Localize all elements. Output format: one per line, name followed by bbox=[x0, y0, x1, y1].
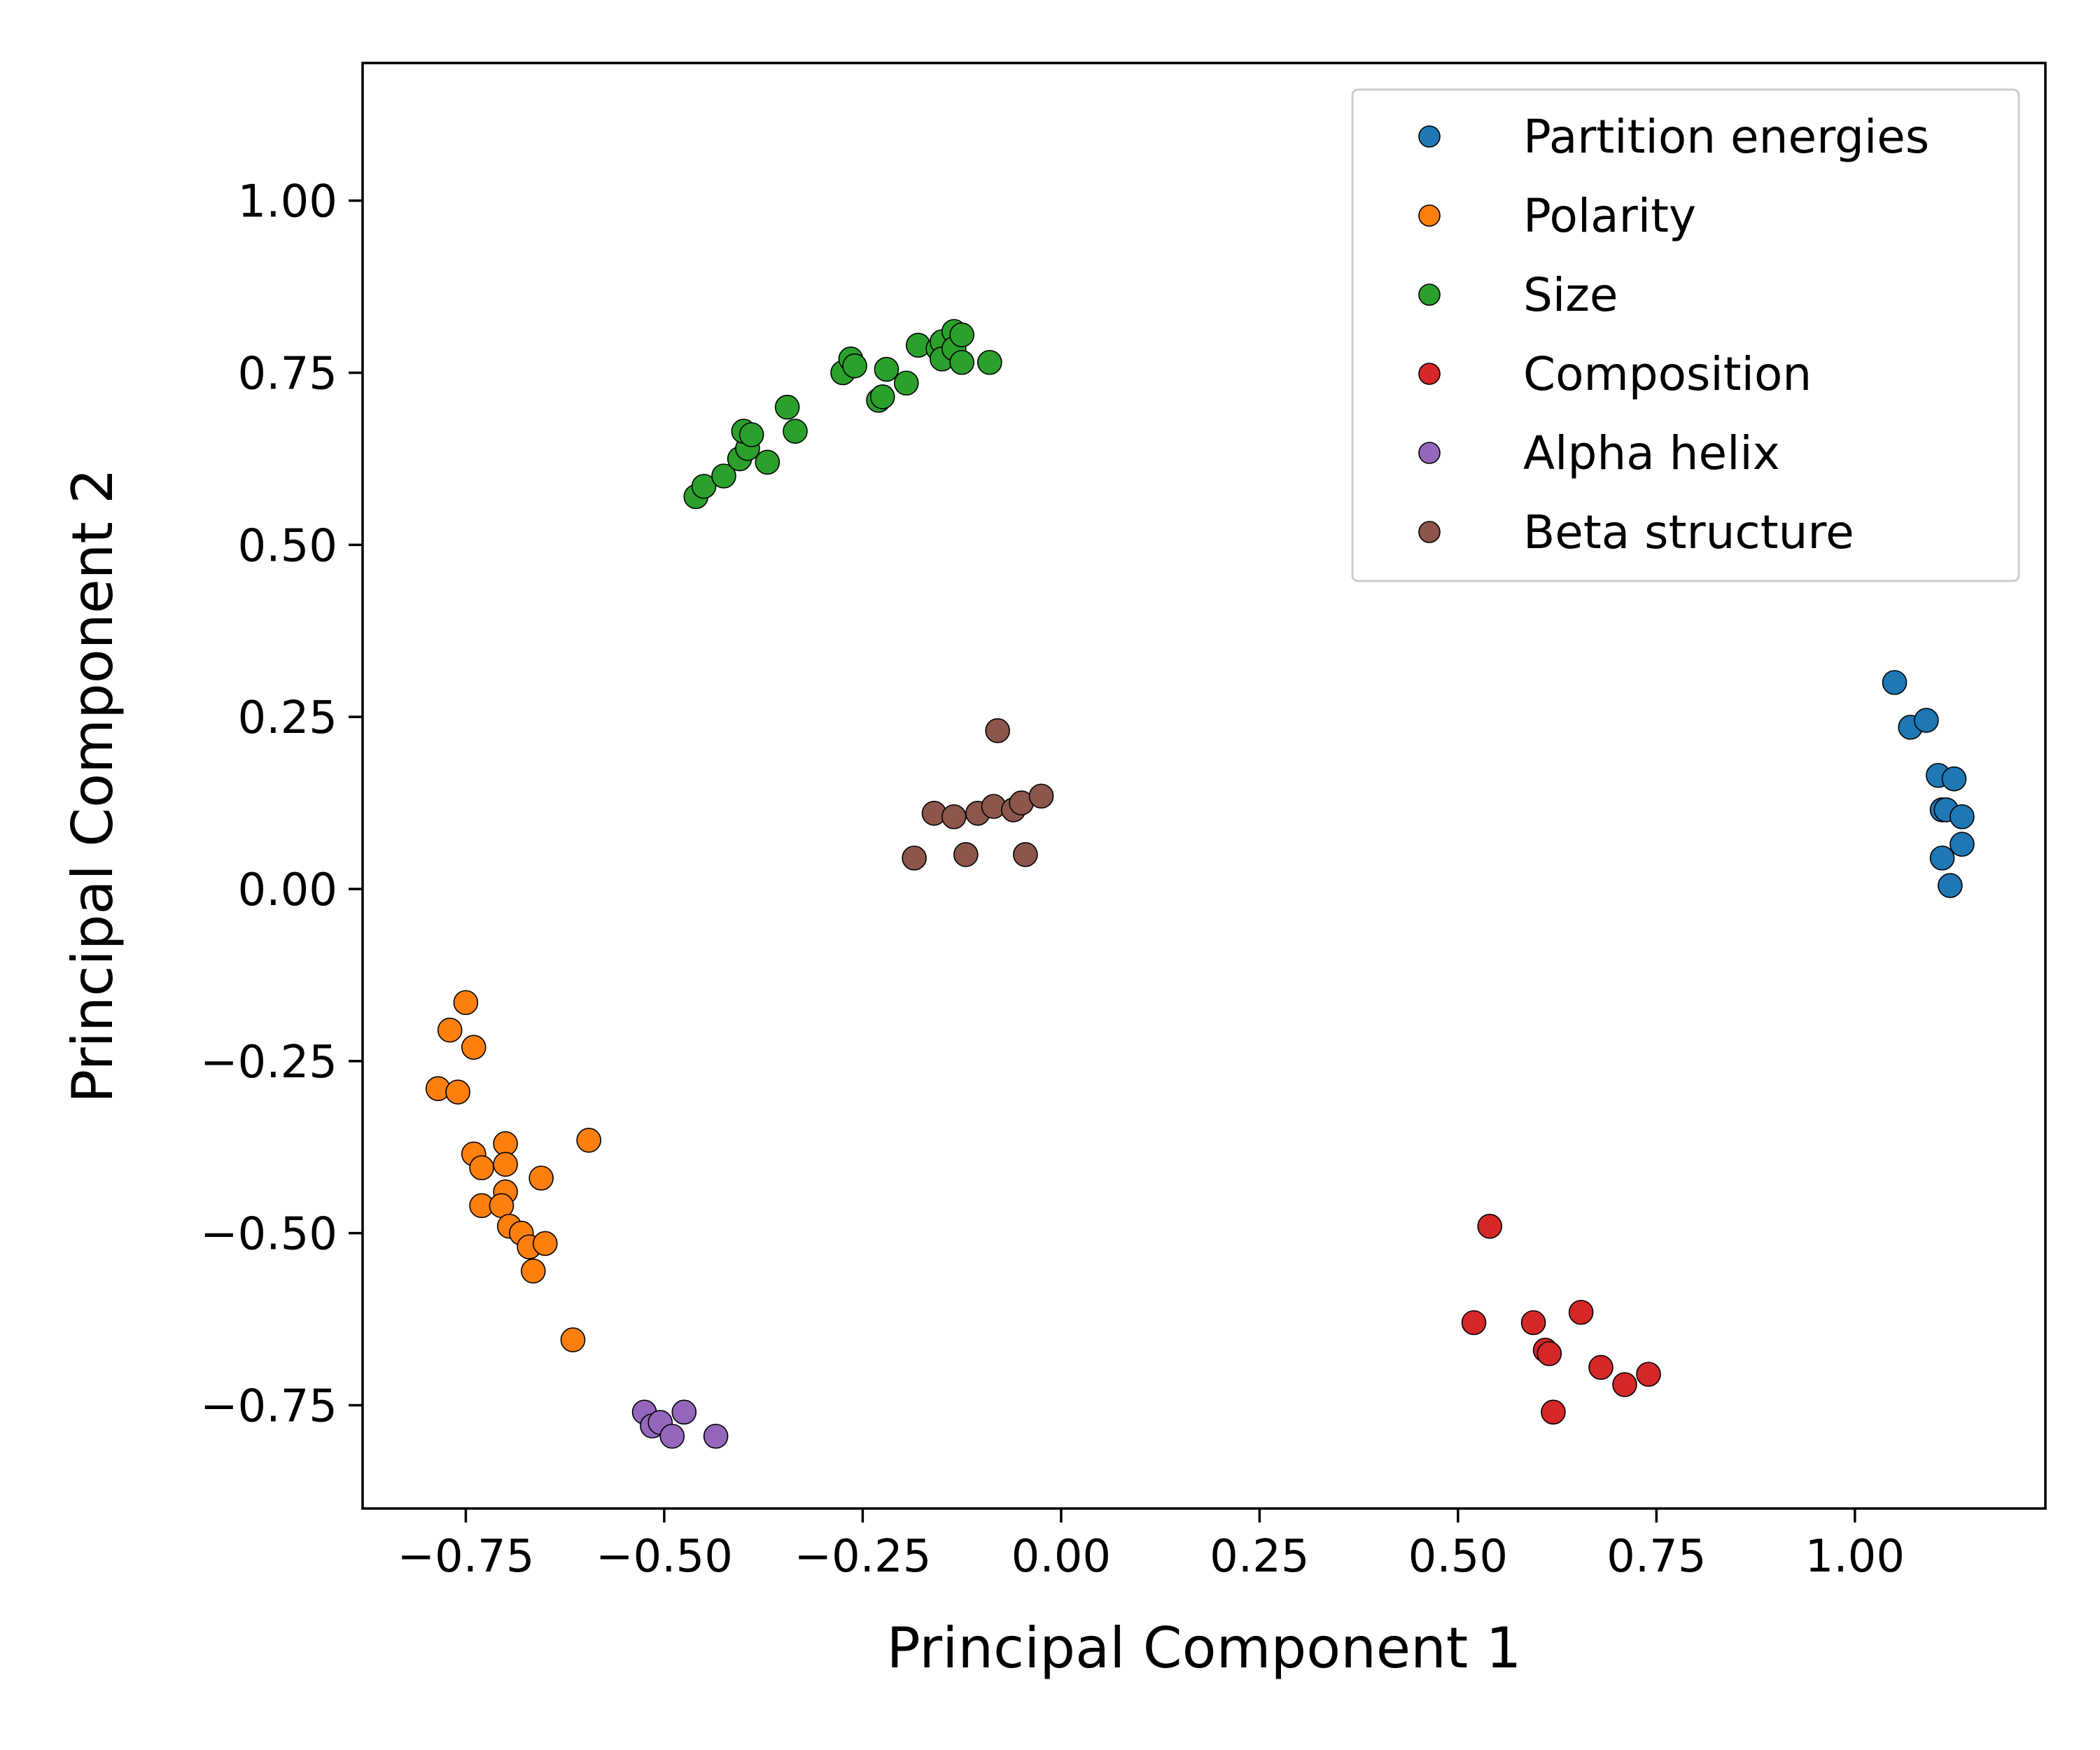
y-tick-label: 0.25 bbox=[238, 692, 338, 744]
point-partition-energies bbox=[1882, 670, 1907, 695]
point-polarity bbox=[533, 1231, 558, 1256]
point-composition bbox=[1477, 1214, 1503, 1239]
point-size bbox=[842, 353, 867, 379]
y-tick-label: 1.00 bbox=[238, 176, 338, 228]
legend-label-alpha-helix: Alpha helix bbox=[1523, 426, 1780, 480]
point-beta-structure bbox=[941, 804, 967, 830]
y-tick-label: −0.50 bbox=[200, 1209, 337, 1261]
point-size bbox=[711, 463, 736, 489]
legend-marker-beta-structure bbox=[1418, 521, 1441, 543]
legend: Partition energies Polarity Size Compositio… bbox=[1351, 88, 2020, 582]
point-partition-energies bbox=[1929, 845, 1955, 871]
point-alpha-helix bbox=[659, 1423, 685, 1449]
point-polarity bbox=[469, 1155, 494, 1181]
point-beta-structure bbox=[953, 842, 979, 867]
legend-marker-alpha-helix bbox=[1418, 442, 1441, 464]
point-beta-structure bbox=[902, 845, 927, 871]
y-tick-label: 0.75 bbox=[238, 349, 338, 400]
point-size bbox=[869, 384, 895, 410]
x-tick-label: 1.00 bbox=[1805, 1531, 1905, 1583]
point-composition bbox=[1568, 1299, 1594, 1325]
x-tick-label: 0.75 bbox=[1606, 1531, 1707, 1583]
point-size bbox=[874, 356, 899, 382]
point-size bbox=[783, 419, 808, 444]
legend-label-composition: Composition bbox=[1523, 347, 1812, 401]
point-partition-energies bbox=[1914, 708, 1939, 733]
point-composition bbox=[1612, 1372, 1637, 1397]
legend-label-polarity: Polarity bbox=[1523, 189, 1696, 243]
x-axis-title: Principal Component 1 bbox=[886, 1616, 1521, 1681]
x-tick-label: −0.50 bbox=[596, 1531, 733, 1583]
point-size bbox=[949, 322, 974, 348]
point-beta-structure bbox=[1013, 842, 1038, 867]
legend-box bbox=[1351, 88, 2020, 582]
legend-marker-composition bbox=[1418, 363, 1441, 385]
point-size bbox=[738, 422, 764, 447]
legend-marker-polarity bbox=[1418, 204, 1441, 227]
x-tick-label: 0.50 bbox=[1408, 1531, 1508, 1583]
x-tick-label: 0.00 bbox=[1011, 1531, 1112, 1583]
point-size bbox=[774, 394, 800, 420]
y-tick-label: 0.50 bbox=[238, 520, 338, 572]
point-composition bbox=[1541, 1399, 1566, 1425]
point-composition bbox=[1461, 1310, 1487, 1336]
point-partition-energies bbox=[1938, 873, 1963, 898]
point-polarity bbox=[437, 1017, 463, 1043]
point-partition-energies bbox=[1941, 766, 1967, 792]
y-axis-title: Principal Component 2 bbox=[60, 468, 125, 1103]
point-composition bbox=[1636, 1362, 1661, 1387]
point-polarity bbox=[521, 1258, 546, 1284]
point-partition-energies bbox=[1949, 832, 1975, 857]
point-alpha-helix bbox=[671, 1399, 697, 1425]
legend-marker-partition-energies bbox=[1418, 125, 1441, 148]
point-polarity bbox=[445, 1079, 470, 1105]
plot-frame bbox=[361, 62, 2047, 1510]
legend-label-size: Size bbox=[1523, 268, 1618, 322]
point-composition bbox=[1588, 1354, 1614, 1380]
point-size bbox=[949, 349, 974, 375]
x-tick-label: 0.25 bbox=[1210, 1531, 1310, 1583]
legend-label-beta-structure: Beta structure bbox=[1523, 505, 1854, 559]
point-polarity bbox=[453, 990, 479, 1016]
point-composition bbox=[1520, 1310, 1546, 1336]
point-beta-structure bbox=[1028, 783, 1054, 809]
y-axis-ticks: −0.75 −0.50 −0.25 0.00 0.25 0.50 0.75 1.00 bbox=[200, 176, 363, 1433]
point-beta-structure bbox=[985, 718, 1010, 743]
y-tick-label: 0.00 bbox=[238, 864, 338, 916]
point-size bbox=[977, 349, 1002, 375]
legend-marker-size bbox=[1418, 284, 1441, 306]
point-size bbox=[691, 473, 717, 499]
point-size bbox=[893, 370, 919, 396]
point-composition bbox=[1536, 1340, 1562, 1366]
point-polarity bbox=[576, 1128, 601, 1153]
x-tick-label: −0.75 bbox=[397, 1531, 534, 1583]
legend-label-partition-energies: Partition energies bbox=[1523, 110, 1929, 164]
point-size bbox=[755, 449, 780, 475]
point-polarity bbox=[461, 1035, 486, 1060]
x-axis-ticks: −0.75 −0.50 −0.25 0.00 0.25 0.50 0.75 1.00 bbox=[397, 1508, 1905, 1583]
point-polarity bbox=[493, 1152, 518, 1177]
y-tick-label: −0.25 bbox=[200, 1037, 337, 1088]
x-tick-label: −0.25 bbox=[794, 1531, 931, 1583]
point-polarity bbox=[528, 1166, 554, 1191]
points-layer bbox=[425, 318, 1975, 1449]
point-polarity bbox=[560, 1327, 586, 1352]
y-tick-label: −0.75 bbox=[200, 1381, 337, 1433]
point-partition-energies bbox=[1949, 804, 1975, 830]
point-alpha-helix bbox=[703, 1423, 729, 1449]
